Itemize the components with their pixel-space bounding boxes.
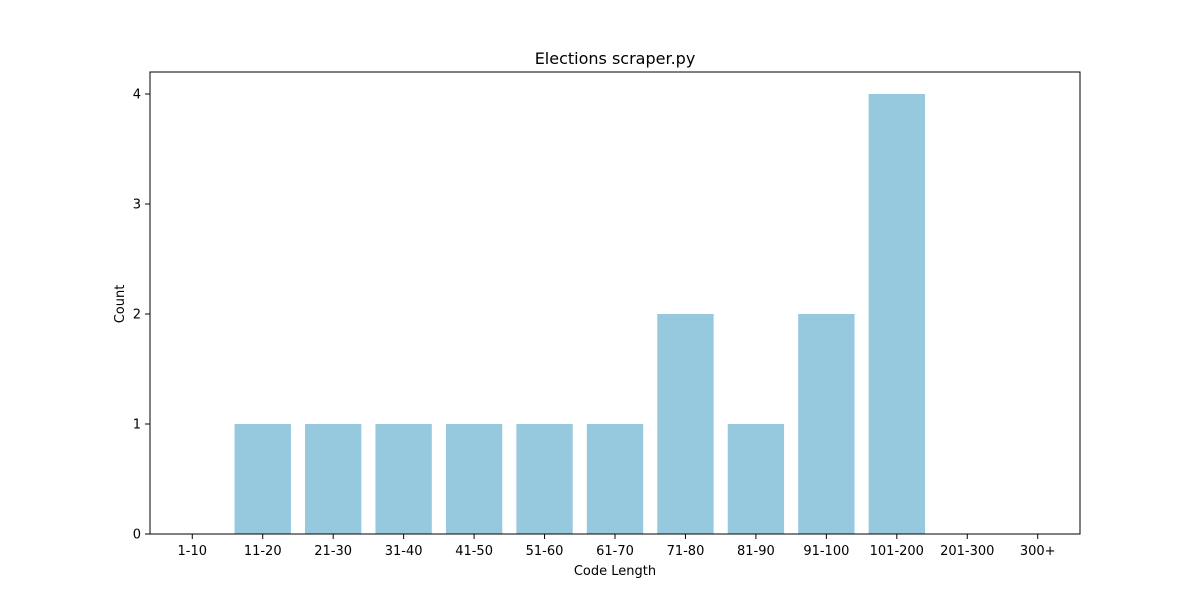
- x-tick-label: 201-300: [940, 544, 994, 559]
- x-tick-label: 11-20: [244, 544, 282, 559]
- x-tick-label: 101-200: [870, 544, 924, 559]
- y-axis-label: Count: [113, 285, 128, 324]
- bar-21-30: [305, 424, 362, 534]
- x-tick-label: 51-60: [526, 544, 564, 559]
- x-tick-label: 91-100: [803, 544, 849, 559]
- bar-101-200: [868, 94, 925, 534]
- y-tick-label: 2: [133, 308, 141, 323]
- x-tick-label: 81-90: [737, 544, 775, 559]
- y-tick-label: 3: [133, 198, 141, 213]
- axes-layer: 1-10 11-20 21-30 31-40 41-50 51-60 61-70 71-80 8…: [133, 71, 1081, 559]
- y-tick-label: 0: [133, 528, 141, 543]
- bar-91-100: [798, 314, 855, 534]
- x-tick-label: 31-40: [385, 544, 423, 559]
- bar-41-50: [445, 424, 503, 534]
- x-tick-label: 1-10: [178, 544, 208, 559]
- x-tick-label: 300+: [1020, 544, 1056, 559]
- bar-11-20: [234, 424, 291, 534]
- chart-title: Elections scraper.py: [535, 49, 696, 68]
- bar-31-40: [375, 424, 432, 534]
- x-tick-label: 61-70: [596, 544, 634, 559]
- bar-71-80: [657, 314, 714, 534]
- x-axis-label: Code Length: [574, 564, 656, 579]
- bar-51-60: [516, 424, 573, 534]
- x-tick-label: 71-80: [667, 544, 705, 559]
- x-tick-label: 21-30: [314, 544, 352, 559]
- y-tick-label: 4: [133, 88, 141, 103]
- bar-61-70: [586, 424, 644, 534]
- bar-81-90: [727, 424, 785, 534]
- y-tick-label: 1: [133, 418, 141, 433]
- bars-layer: [234, 94, 925, 534]
- x-tick-label: 41-50: [455, 544, 493, 559]
